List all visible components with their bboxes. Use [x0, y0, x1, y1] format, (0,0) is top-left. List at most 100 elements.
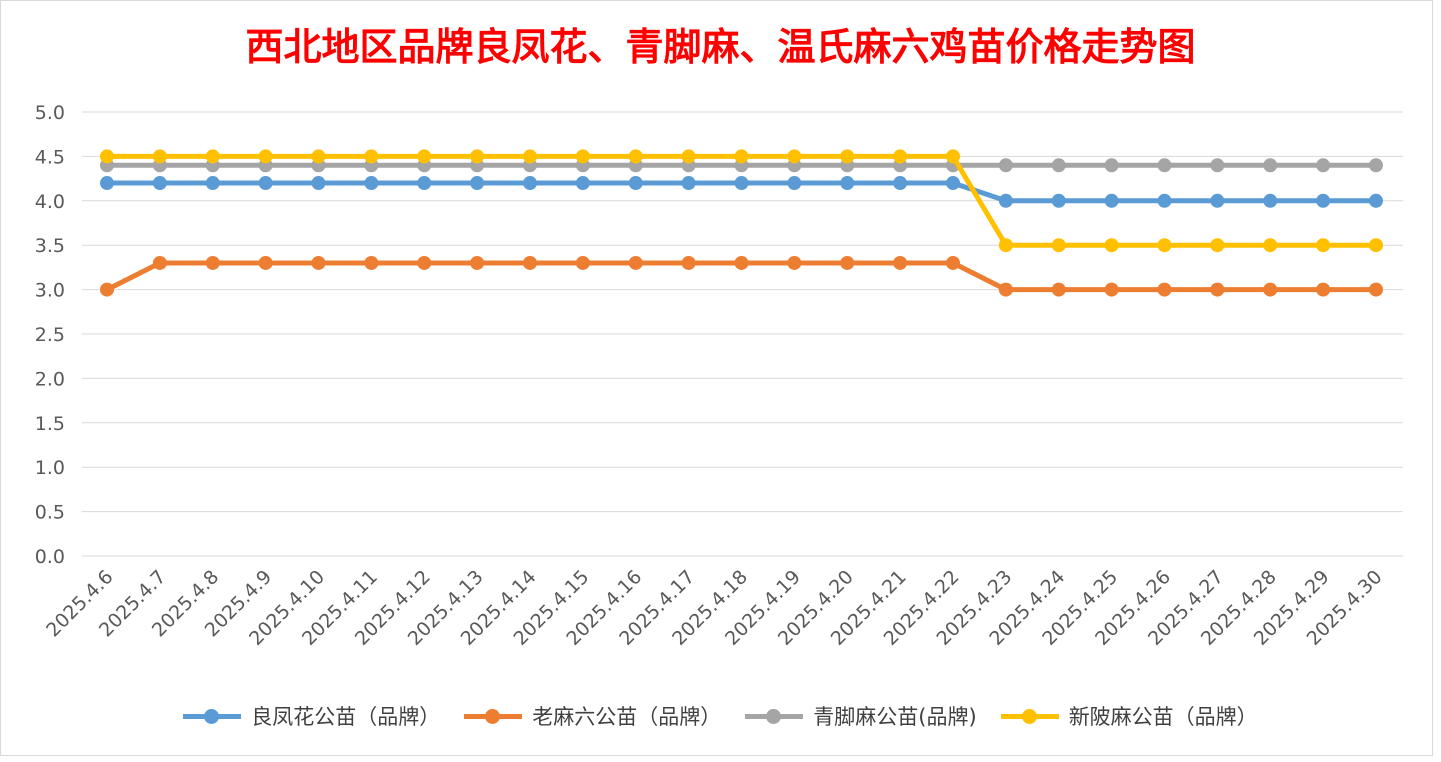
- data-point: [311, 255, 326, 270]
- data-point: [258, 149, 273, 164]
- data-point: [1263, 282, 1278, 297]
- data-point: [205, 149, 220, 164]
- data-point: [470, 176, 485, 191]
- legend-label: 青脚麻公苗(品牌): [813, 705, 977, 729]
- data-point: [681, 149, 696, 164]
- data-point: [1157, 158, 1172, 173]
- legend-swatch-marker: [766, 708, 782, 724]
- y-tick-label: 1.0: [35, 457, 65, 479]
- series-4: [100, 149, 1383, 253]
- legend-swatch-line: [745, 708, 804, 724]
- legend-label: 老麻六公苗（品牌）: [532, 705, 722, 729]
- y-axis-tick-labels: 0.0 0.5 1.0 1.5 2.0 2.5 3.0 3.5 4.0 4.5 5.0: [35, 102, 65, 568]
- data-point: [205, 176, 220, 191]
- y-tick-label: 4.0: [35, 191, 65, 213]
- data-point: [1210, 158, 1225, 173]
- data-point: [1210, 193, 1225, 208]
- data-point: [258, 176, 273, 191]
- data-point: [734, 255, 749, 270]
- data-point: [840, 255, 855, 270]
- data-point: [946, 149, 960, 164]
- data-point: [470, 149, 485, 164]
- data-point: [311, 176, 326, 191]
- series-3: [100, 158, 1383, 173]
- legend-item-series-1: 良凤花公苗（品牌）: [183, 701, 440, 731]
- data-point: [1104, 238, 1119, 253]
- x-axis-tick-labels: 2025.4.62025.4.72025.4.82025.4.92025.4.1…: [42, 566, 1386, 650]
- y-tick-label: 3.0: [35, 280, 65, 302]
- data-point: [1316, 282, 1331, 297]
- data-point: [998, 282, 1013, 297]
- data-point: [1104, 158, 1119, 173]
- data-point: [1369, 158, 1383, 173]
- data-point: [417, 149, 432, 164]
- data-point: [1157, 193, 1172, 208]
- data-point: [523, 176, 537, 191]
- data-point: [523, 255, 537, 270]
- data-point: [1210, 282, 1225, 297]
- legend-label: 良凤花公苗（品牌）: [251, 705, 441, 729]
- y-tick-label: 0.5: [35, 502, 65, 524]
- data-point: [152, 255, 167, 270]
- data-point: [575, 176, 590, 191]
- y-tick-label: 2.0: [35, 368, 65, 390]
- data-point: [1369, 238, 1383, 253]
- data-point: [100, 176, 114, 191]
- legend-swatch-line: [183, 708, 242, 724]
- y-tick-label: 1.5: [35, 413, 65, 435]
- y-tick-label: 0.0: [35, 546, 65, 568]
- data-point: [946, 255, 960, 270]
- data-point: [1157, 238, 1172, 253]
- data-point: [417, 255, 432, 270]
- data-point: [628, 149, 643, 164]
- y-tick-label: 4.5: [35, 146, 65, 168]
- data-point: [1051, 158, 1066, 173]
- data-point: [998, 158, 1013, 173]
- data-point: [1263, 193, 1278, 208]
- data-point: [1104, 193, 1119, 208]
- data-point: [100, 282, 114, 297]
- data-point: [311, 149, 326, 164]
- data-point: [152, 176, 167, 191]
- series-2: [100, 255, 1383, 297]
- legend-swatch-marker: [1021, 708, 1037, 724]
- data-point: [1051, 193, 1066, 208]
- data-point: [840, 176, 855, 191]
- data-point: [1316, 238, 1331, 253]
- data-point: [946, 176, 960, 191]
- data-point: [1104, 282, 1119, 297]
- y-tick-label: 2.5: [35, 324, 65, 346]
- data-point: [787, 176, 802, 191]
- y-tick-label: 5.0: [35, 102, 65, 124]
- data-point: [893, 255, 908, 270]
- legend-swatch-marker: [485, 708, 501, 724]
- data-point: [1051, 282, 1066, 297]
- legend-item-series-4: 新陂麻公苗（品牌）: [1000, 701, 1258, 731]
- data-point: [100, 149, 114, 164]
- chart-title: 西北地区品牌良凤花、青脚麻、温氏麻六鸡苗价格走势图: [245, 24, 1196, 69]
- data-point: [840, 149, 855, 164]
- data-point: [734, 149, 749, 164]
- data-point: [575, 255, 590, 270]
- data-point: [1316, 193, 1331, 208]
- data-point: [575, 149, 590, 164]
- data-point: [628, 176, 643, 191]
- data-point: [628, 255, 643, 270]
- data-point: [734, 176, 749, 191]
- data-point: [787, 149, 802, 164]
- data-point: [1263, 238, 1278, 253]
- data-point: [681, 255, 696, 270]
- data-point: [1157, 282, 1172, 297]
- data-point: [364, 176, 379, 191]
- data-point: [364, 149, 379, 164]
- data-point: [417, 176, 432, 191]
- data-point: [1369, 282, 1383, 297]
- data-point: [893, 176, 908, 191]
- data-point: [152, 149, 167, 164]
- data-point: [681, 176, 696, 191]
- data-point: [787, 255, 802, 270]
- legend-label: 新陂麻公苗（品牌）: [1068, 705, 1258, 729]
- data-point: [523, 149, 537, 164]
- legend-item-series-2: 老麻六公苗（品牌）: [464, 701, 721, 731]
